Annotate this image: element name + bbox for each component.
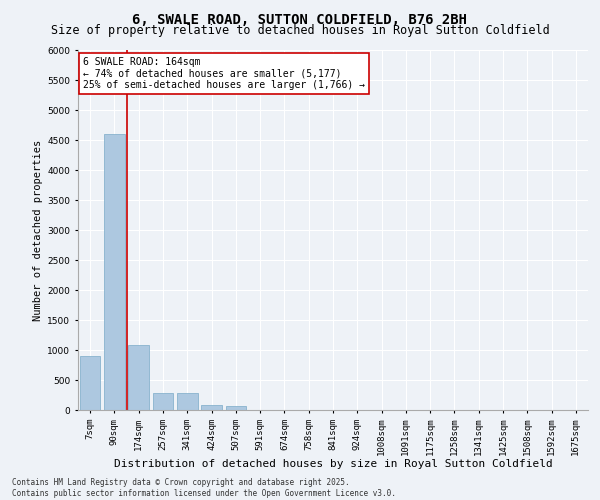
Text: 6 SWALE ROAD: 164sqm
← 74% of detached houses are smaller (5,177)
25% of semi-de: 6 SWALE ROAD: 164sqm ← 74% of detached h… [83,57,365,90]
X-axis label: Distribution of detached houses by size in Royal Sutton Coldfield: Distribution of detached houses by size … [113,460,553,469]
Bar [201,404,222,410]
Text: Contains HM Land Registry data © Crown copyright and database right 2025.
Contai: Contains HM Land Registry data © Crown c… [12,478,396,498]
Bar [104,134,125,410]
Text: 6, SWALE ROAD, SUTTON COLDFIELD, B76 2BH: 6, SWALE ROAD, SUTTON COLDFIELD, B76 2BH [133,12,467,26]
Y-axis label: Number of detached properties: Number of detached properties [33,140,43,320]
Text: Size of property relative to detached houses in Royal Sutton Coldfield: Size of property relative to detached ho… [50,24,550,37]
Bar [152,392,173,410]
Bar [226,406,246,410]
Bar [80,356,100,410]
Bar [177,392,197,410]
Bar [128,345,149,410]
